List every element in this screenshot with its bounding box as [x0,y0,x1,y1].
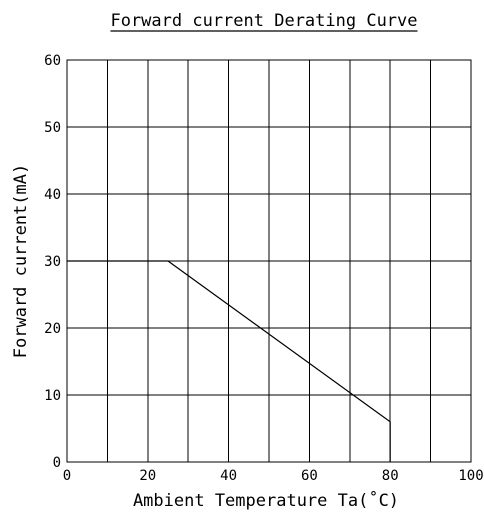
x-tick-label: 100 [458,468,483,484]
x-axis-label: Ambient Temperature Ta(˚C) [133,490,399,511]
y-axis-label: Forward current(mA) [11,164,31,358]
x-tick-label: 60 [301,468,318,484]
series-group [67,260,391,462]
x-tick-labels: 0 20 40 60 80 100 [63,468,484,484]
x-tick-label: 40 [220,468,237,484]
y-tick-label: 60 [44,53,61,69]
y-tick-label: 10 [44,388,61,404]
y-tick-label: 30 [44,254,61,270]
grid [67,60,471,462]
x-tick-label: 0 [63,468,71,484]
y-tick-labels: 0 10 20 30 40 50 60 [44,53,61,471]
x-tick-label: 80 [382,468,399,484]
y-tick-label: 50 [44,120,61,136]
chart-title: Forward current Derating Curve [110,11,417,31]
y-tick-label: 40 [44,187,61,203]
derating-curve-line [67,260,391,462]
y-tick-label: 20 [44,321,61,337]
x-tick-label: 20 [139,468,156,484]
y-tick-label: 0 [53,455,61,471]
